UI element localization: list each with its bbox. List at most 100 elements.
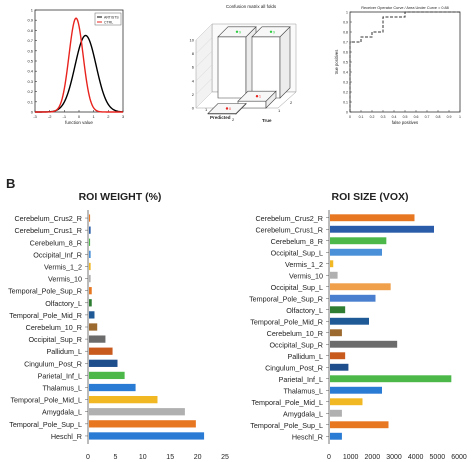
x-tick-label: 0.2	[370, 115, 375, 119]
category-label: Vermis_1_2	[44, 262, 82, 271]
roc-title: Receiver Operator Curve / Area Under Cur…	[361, 6, 448, 10]
z-tick-label: 4	[192, 78, 195, 83]
x-tick-label: 3	[122, 114, 125, 119]
grid-line	[195, 51, 213, 68]
bar	[89, 335, 106, 343]
z-tick-label: 6	[192, 65, 195, 70]
bar	[330, 329, 342, 337]
z-tick-label: 10	[190, 38, 195, 43]
category-label: Cingulum_Post_R	[265, 363, 323, 372]
cell-value-label: 0	[229, 107, 231, 111]
y-tick-label: 2	[290, 100, 293, 105]
category-label: Heschl_R	[51, 432, 82, 441]
bar	[89, 299, 92, 307]
y-tick-label: 0.5	[343, 60, 348, 64]
bar-front	[217, 36, 247, 99]
y-tick-label: 0.5	[27, 59, 33, 64]
bar	[330, 271, 338, 279]
bar	[330, 283, 391, 291]
x-tick-label: 0.3	[381, 115, 386, 119]
bar	[89, 359, 118, 367]
x-tick-label: 0.7	[425, 115, 430, 119]
bar	[89, 383, 136, 392]
roc-frame	[349, 11, 461, 113]
y-tick-label: 0.7	[27, 38, 33, 43]
category-label: Cerebelum_8_R	[30, 238, 82, 247]
z-tick-label: 0	[192, 106, 195, 111]
y-tick-label: 0.1	[27, 99, 33, 104]
x-tick-label: 0.4	[392, 115, 397, 119]
grid-line	[195, 78, 213, 95]
y-tick-label: 0.4	[343, 70, 348, 74]
bar	[330, 306, 346, 314]
x-tick-label: 0	[78, 114, 81, 119]
bar	[89, 323, 98, 331]
y-tick-label: 1	[278, 108, 281, 113]
bar-front	[251, 36, 281, 99]
y-tick-label: 0.2	[343, 90, 348, 94]
x-tick-label: 0.8	[436, 115, 441, 119]
category-label: Temporal_Pole_Mid_L	[10, 396, 82, 405]
bar	[330, 386, 382, 394]
bar	[330, 398, 363, 406]
x-tick-label: 3000	[386, 454, 402, 461]
category-label: Parietal_Inf_L	[38, 371, 82, 380]
category-label: Parietal_Inf_L	[279, 375, 323, 384]
y-tick-label: 0.9	[27, 18, 33, 23]
category-label: Olfactory_L	[286, 306, 323, 315]
grid-line	[195, 91, 213, 109]
category-label: Cerebelum_10_R	[26, 323, 82, 332]
x-tick-label: 0.6	[414, 115, 419, 119]
x-tick-label: 1	[93, 114, 96, 119]
y-axis-label: True	[262, 118, 272, 123]
bar	[89, 420, 196, 428]
category-label: Occipital_Inf_R	[33, 250, 82, 259]
bar-side	[279, 26, 291, 99]
y-tick-label: 0.4	[27, 69, 33, 74]
bar	[89, 432, 205, 440]
category-label: Cingulum_Post_R	[24, 359, 82, 368]
x-tick-label: 10	[139, 454, 147, 461]
cell-marker	[269, 30, 273, 33]
category-label: Cerebelum_10_R	[267, 329, 323, 338]
category-label: Thalamus_L	[283, 386, 323, 395]
x-tick-label: -3	[33, 114, 37, 119]
category-label: Cerebelum_8_R	[271, 237, 323, 246]
category-label: Occipital_Sup_L	[271, 248, 323, 257]
category-label: Amygdala_L	[42, 408, 82, 417]
density-curve-artists	[35, 34, 124, 113]
x-tick-label: 0.9	[447, 115, 452, 119]
y-axis-label: true positives	[334, 50, 339, 75]
bar	[330, 352, 346, 360]
x-tick-label: 0.1	[359, 115, 364, 119]
category-label: Pallidum_L	[287, 352, 323, 361]
y-tick-label: 0.9	[343, 20, 348, 24]
roc-curve	[349, 11, 460, 112]
category-label: Cerebelum_Crus1_R	[255, 225, 323, 234]
bar	[89, 311, 95, 319]
category-label: Amygdala_L	[283, 409, 323, 418]
y-tick-label: 1	[346, 10, 348, 14]
bar-chart-title: ROI SIZE (VOX)	[331, 191, 408, 203]
grid-line	[195, 64, 213, 81]
category-label: Temporal_Pole_Mid_L	[251, 398, 323, 407]
y-tick-label: 0.3	[27, 79, 33, 84]
bar	[89, 396, 158, 404]
x-tick-label: 1	[205, 107, 208, 112]
category-label: Cerebelum_Crus1_R	[14, 226, 82, 235]
category-label: Vermis_1_2	[285, 260, 323, 269]
category-label: Olfactory_L	[45, 299, 82, 308]
z-tick-label: 8	[192, 51, 195, 56]
x-tick-label: -2	[48, 114, 52, 119]
bar	[89, 214, 91, 222]
confusion-matrix-3d	[195, 23, 297, 115]
panel-letter: B	[6, 176, 16, 191]
grid-line	[195, 37, 213, 54]
legend-label: CTRL	[104, 21, 113, 25]
bar	[89, 226, 91, 234]
x-axis-label: function value	[65, 120, 93, 125]
bar	[330, 421, 389, 429]
grid-line	[195, 23, 213, 41]
x-tick-label: 15	[166, 454, 174, 461]
